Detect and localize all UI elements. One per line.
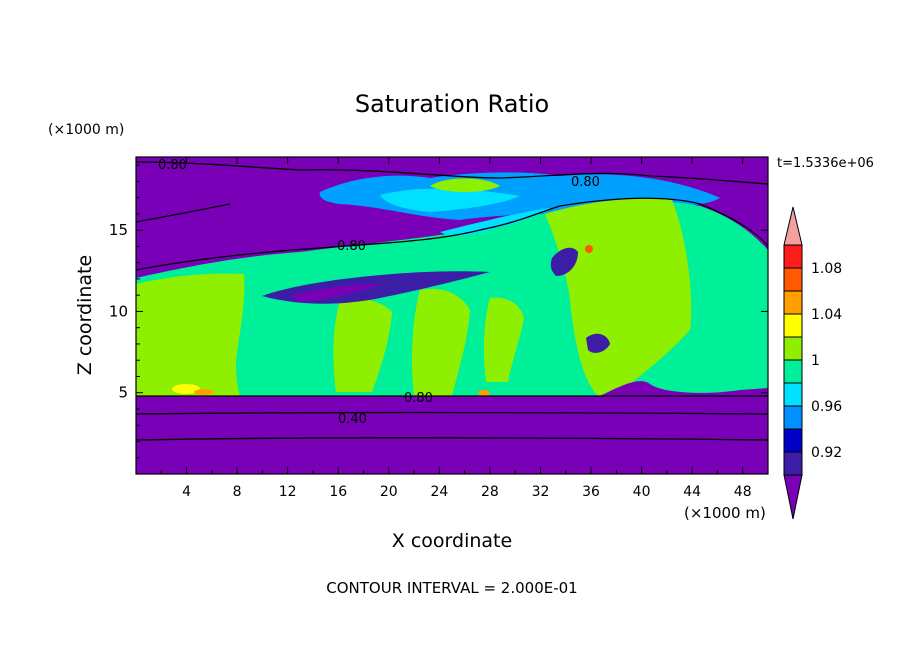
contour-interval-footer: CONTOUR INTERVAL = 2.000E-01 [326, 579, 577, 597]
x-tick-label: 36 [582, 484, 600, 500]
colorbar-label: 1.08 [811, 261, 842, 277]
x-tick-label: 40 [633, 484, 651, 500]
contour-label: 0.80 [158, 158, 187, 173]
colorbar-arrow-bottom [783, 474, 803, 520]
x-tick-label: 28 [481, 484, 499, 500]
supersat-center-patch [333, 298, 392, 392]
colorbar-segment [783, 290, 803, 315]
colorbar: 0.92 0.96 1 1.04 1.08 [783, 206, 842, 520]
lower-ridge [600, 381, 768, 400]
supersat-column-2 [412, 288, 470, 396]
x-axis-ticks: 4 8 12 16 20 24 28 32 36 40 44 48 [160, 157, 752, 500]
yellow-spot-left [172, 384, 200, 394]
red-spot-tower [585, 245, 593, 253]
x-tick-label: 8 [233, 484, 242, 500]
orange-spot-left [194, 389, 214, 395]
y-axis-label: Z coordinate [74, 255, 96, 375]
chart-title: Saturation Ratio [355, 90, 549, 118]
dry-pocket-lower [586, 333, 610, 353]
dry-filament-core [290, 284, 380, 302]
colorbar-segment [783, 382, 803, 407]
y-unit-label: (×1000 m) [48, 122, 124, 138]
colorbar-segment [783, 405, 803, 430]
colorbar-segment [783, 336, 803, 361]
plot-frame [135, 156, 769, 475]
contour-label: 0.40 [338, 412, 367, 427]
colorbar-label: 0.92 [811, 445, 842, 461]
y-axis-ticks: 5 10 15 [109, 164, 768, 459]
lower-dry-band [136, 396, 768, 474]
contour-label: 0.80 [571, 175, 600, 190]
colorbar-segment [783, 451, 803, 476]
time-label: t=1.5336e+06 [777, 156, 874, 171]
colorbar-label: 0.96 [811, 399, 842, 415]
supersat-column-3 [483, 297, 524, 382]
x-tick-label: 48 [734, 484, 752, 500]
y-tick-label: 10 [109, 302, 128, 320]
x-unit-label: (×1000 m) [684, 504, 766, 522]
dry-pocket-tower [550, 247, 578, 276]
x-tick-label: 24 [430, 484, 448, 500]
colorbar-segment [783, 267, 803, 292]
contour-label: 0.80 [337, 239, 366, 254]
x-tick-label: 32 [532, 484, 550, 500]
colorbar-label: 1 [811, 353, 820, 369]
x-tick-label: 4 [182, 484, 191, 500]
upper-cyan-fringe [440, 208, 550, 236]
supersat-left-column [136, 273, 245, 396]
upper-green-blob [430, 178, 500, 192]
supersat-tower-right [545, 198, 692, 396]
y-tick-label: 15 [109, 221, 128, 239]
colorbar-label: 1.04 [811, 307, 842, 323]
x-tick-label: 12 [279, 484, 297, 500]
x-tick-label: 44 [683, 484, 701, 500]
x-axis-label: X coordinate [392, 530, 512, 552]
x-tick-label: 16 [329, 484, 347, 500]
contour-labels: 0.80 0.80 0.80 0.80 0.40 [158, 158, 600, 427]
colorbar-segment [783, 313, 803, 338]
plot-area [136, 157, 768, 474]
y-tick-label: 5 [118, 384, 128, 402]
colorbar-segment [783, 244, 803, 269]
contour-label: 0.80 [404, 391, 433, 406]
colorbar-arrow-top [783, 206, 803, 246]
colorbar-segment [783, 359, 803, 384]
x-tick-label: 20 [380, 484, 398, 500]
orange-spot-right [478, 390, 490, 396]
upper-moist-core [380, 188, 520, 212]
colorbar-segment [783, 428, 803, 453]
